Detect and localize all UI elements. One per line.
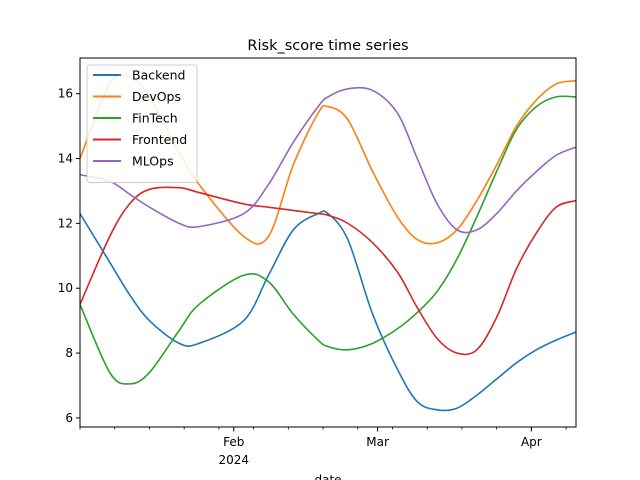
legend-label-frontend: Frontend bbox=[132, 132, 187, 147]
y-tick-label: 10 bbox=[58, 281, 73, 295]
y-tick-label: 14 bbox=[58, 152, 73, 166]
legend-label-mlops: MLOps bbox=[132, 154, 174, 169]
y-tick-label: 12 bbox=[58, 216, 73, 230]
y-axis: 6 8 10 12 14 16 bbox=[58, 87, 80, 425]
legend[interactable]: Backend DevOps FinTech Frontend MLOps bbox=[86, 64, 198, 183]
legend-label-fintech: FinTech bbox=[132, 111, 178, 126]
legend-label-devops: DevOps bbox=[132, 89, 181, 104]
chart-title: Risk_score time series bbox=[247, 38, 408, 54]
series-line-backend bbox=[79, 210, 577, 412]
x-tick-sublabel: 2024 bbox=[218, 453, 249, 467]
plot-frame bbox=[79, 57, 577, 428]
y-tick-label: 8 bbox=[65, 346, 73, 360]
x-tick-label: Feb bbox=[223, 435, 244, 449]
x-axis-label: date bbox=[314, 473, 341, 480]
x-axis: Feb 2024 Mar Apr bbox=[79, 427, 567, 467]
series-line-mlops bbox=[79, 86, 577, 234]
series-line-frontend bbox=[79, 186, 577, 356]
y-tick-label: 16 bbox=[58, 87, 73, 101]
x-tick-label: Mar bbox=[366, 435, 389, 449]
series-line-fintech bbox=[79, 95, 577, 385]
legend-label-backend: Backend bbox=[132, 68, 185, 83]
x-tick-label: Apr bbox=[521, 435, 542, 449]
legend-frame bbox=[86, 64, 198, 183]
y-tick-label: 6 bbox=[65, 411, 73, 425]
